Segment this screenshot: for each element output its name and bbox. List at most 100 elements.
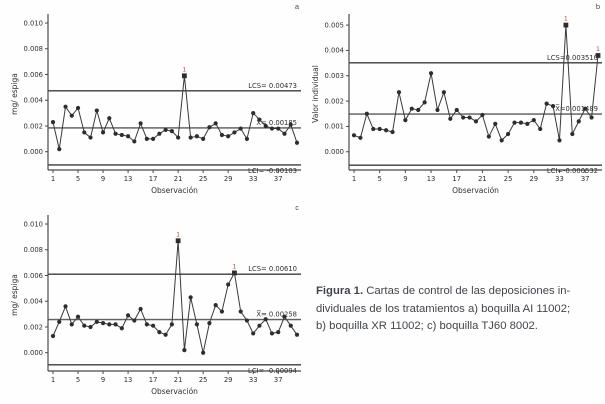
lcs-label: LCS= 0.00473	[248, 82, 297, 90]
data-point	[138, 306, 143, 312]
out-of-control-flag: 1	[564, 17, 568, 23]
data-point	[119, 326, 124, 331]
data-point	[163, 127, 168, 132]
svg-text:0.002: 0.002	[325, 97, 344, 105]
data-point	[251, 111, 256, 116]
svg-text:33: 33	[249, 175, 258, 183]
svg-text:0.000: 0.000	[325, 148, 344, 156]
y-axis-title: mg/ espiga	[10, 274, 19, 316]
data-point	[435, 107, 440, 113]
caption-line-2: dividuales de los tratamientos a) boquil…	[316, 302, 571, 315]
chart-c-panel-letter: c	[295, 203, 299, 212]
data-point	[461, 115, 466, 120]
data-point	[269, 331, 275, 336]
svg-text:0.004: 0.004	[325, 47, 344, 55]
data-point	[63, 304, 68, 309]
data-point	[390, 129, 395, 135]
data-point	[531, 117, 536, 123]
svg-text:13: 13	[124, 376, 133, 384]
data-points: 1	[50, 67, 300, 152]
data-point	[583, 106, 588, 111]
data-point	[201, 350, 206, 355]
out-of-control-point	[563, 22, 569, 28]
data-point	[448, 116, 453, 121]
lci-label: LCI=-0.000532	[547, 167, 598, 175]
caption-line-1-text: Cartas de control de las deposiciones in…	[363, 285, 571, 297]
data-point	[207, 125, 212, 130]
svg-text:0.005: 0.005	[325, 21, 344, 29]
svg-text:9: 9	[101, 376, 105, 384]
control-lines	[48, 273, 301, 366]
svg-text:0.004: 0.004	[24, 298, 43, 306]
caption-line-1: Figura 1. Cartas de control de las depos…	[316, 283, 605, 301]
x-axis-ticks: 1 5 9 13 17 21 25 29 33 37	[51, 170, 283, 183]
data-point	[226, 134, 231, 139]
svg-text:0.006: 0.006	[24, 272, 43, 280]
svg-text:0.010: 0.010	[24, 220, 43, 228]
data-point	[100, 130, 106, 135]
x-axis-title: Observación	[151, 387, 198, 396]
data-point	[512, 120, 517, 125]
svg-text:0.001: 0.001	[325, 123, 344, 131]
data-point	[226, 282, 231, 287]
svg-text:33: 33	[249, 376, 258, 384]
data-point	[473, 119, 479, 124]
out-of-control-flag: 1	[183, 67, 187, 73]
axes	[348, 14, 602, 171]
chart-a: 0.000 0.002 0.004 0.006 0.008 0.010 1 5 9 13 17 21 2…	[8, 2, 304, 198]
x-axis-ticks: 1 5 9 13 17 21 25 29 33 37	[352, 170, 589, 183]
data-point	[232, 130, 237, 135]
x-axis-title: Observación	[452, 186, 499, 195]
svg-text:0.008: 0.008	[24, 45, 43, 53]
data-point	[364, 111, 369, 116]
data-point	[244, 136, 250, 141]
svg-text:0.002: 0.002	[24, 122, 43, 130]
y-axis-title: Valor individual	[311, 65, 320, 123]
data-point	[188, 295, 193, 300]
data-point	[94, 108, 99, 113]
axes	[47, 14, 301, 171]
data-point	[113, 322, 118, 327]
mean-label: X̅= 0.00185	[256, 118, 297, 127]
x-axis-title: Observación	[151, 186, 198, 195]
y-axis-title: mg/ espiga	[10, 73, 19, 115]
svg-text:29: 29	[224, 175, 233, 183]
data-point	[396, 90, 402, 95]
data-point	[544, 101, 549, 106]
control-lines	[349, 62, 602, 166]
svg-text:17: 17	[149, 376, 158, 384]
data-point	[244, 318, 250, 323]
svg-text:1: 1	[51, 376, 55, 384]
data-point	[263, 317, 268, 322]
lcs-label: LCS= 0.00610	[248, 265, 297, 273]
out-of-control-point	[595, 53, 601, 58]
data-point	[94, 319, 99, 324]
out-of-control-flag: 1	[596, 47, 600, 53]
svg-text:0.010: 0.010	[24, 19, 43, 27]
svg-text:1: 1	[51, 175, 55, 183]
data-point	[107, 322, 112, 327]
svg-text:17: 17	[149, 175, 158, 183]
data-point	[157, 330, 162, 335]
data-point	[57, 147, 62, 152]
data-point	[125, 313, 131, 318]
data-point	[63, 104, 68, 109]
data-point	[358, 135, 363, 140]
data-point	[351, 133, 357, 138]
data-point	[119, 132, 124, 138]
data-point	[69, 322, 74, 327]
svg-text:21: 21	[174, 376, 183, 384]
chart-a-panel-letter: a	[294, 2, 299, 11]
data-point	[194, 134, 199, 139]
limit-annotations: LCS=0.003510 X̅=0.001489 LCI=-0.000532	[547, 54, 598, 175]
svg-text:37: 37	[274, 376, 283, 384]
control-chart-a-svg: 0.000 0.002 0.004 0.006 0.008 0.010 1 5 9 13 17 21 2…	[10, 14, 301, 195]
data-point	[409, 106, 414, 111]
data-point	[157, 131, 162, 136]
data-point	[144, 322, 149, 327]
data-point	[169, 129, 174, 134]
svg-text:9: 9	[101, 175, 105, 183]
svg-text:0.004: 0.004	[24, 97, 43, 105]
out-of-control-flag: 1	[176, 232, 180, 238]
data-point	[163, 332, 168, 337]
